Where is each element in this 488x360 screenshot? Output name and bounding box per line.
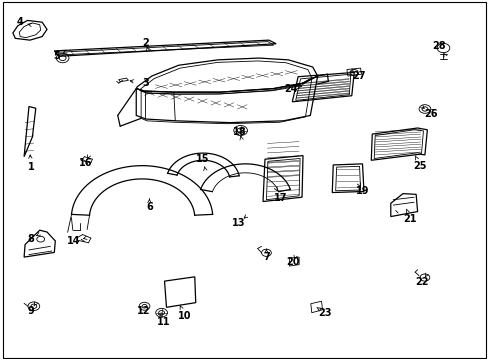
Text: 19: 19	[355, 186, 368, 197]
Text: 3: 3	[142, 78, 149, 88]
Text: 1: 1	[27, 162, 34, 172]
Text: 5: 5	[53, 51, 60, 61]
Text: 24: 24	[284, 84, 297, 94]
Text: 12: 12	[137, 306, 150, 316]
Text: 25: 25	[412, 161, 426, 171]
Text: 14: 14	[67, 236, 81, 246]
Text: 27: 27	[352, 71, 365, 81]
Text: 11: 11	[157, 317, 170, 327]
Text: 22: 22	[415, 277, 428, 287]
Text: 6: 6	[146, 202, 152, 212]
Text: 28: 28	[432, 41, 446, 50]
Text: 21: 21	[403, 215, 416, 224]
Text: 13: 13	[231, 218, 245, 228]
Text: 15: 15	[196, 154, 209, 164]
Text: 16: 16	[79, 158, 93, 168]
Text: 8: 8	[27, 234, 34, 244]
Text: 26: 26	[423, 109, 437, 119]
Text: 4: 4	[17, 17, 23, 27]
Text: 18: 18	[232, 127, 246, 136]
Text: 10: 10	[178, 311, 191, 321]
Text: 7: 7	[263, 252, 269, 262]
Text: 17: 17	[274, 193, 287, 203]
Text: 9: 9	[27, 306, 34, 316]
Text: 23: 23	[318, 308, 331, 318]
Text: 20: 20	[286, 257, 300, 267]
Text: 2: 2	[142, 38, 149, 48]
